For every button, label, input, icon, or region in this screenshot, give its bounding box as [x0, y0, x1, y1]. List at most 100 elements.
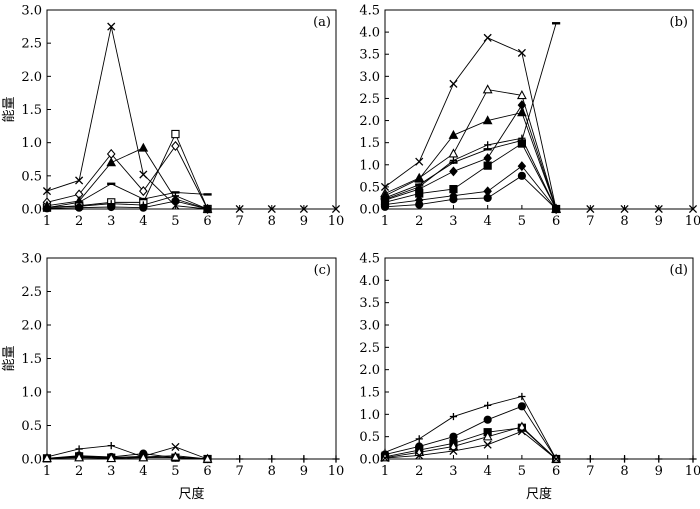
y-tick-label: 1.5 [21, 103, 42, 118]
x-tick-label: 1 [381, 214, 389, 229]
data-point [236, 455, 244, 463]
x-tick-label: 9 [300, 464, 308, 479]
series-line [46, 26, 336, 210]
data-point [516, 89, 527, 100]
data-point [483, 33, 492, 42]
x-tick-label: 1 [43, 464, 51, 479]
x-tick-label: 3 [107, 214, 115, 229]
series-4 [380, 421, 562, 463]
data-point [482, 84, 493, 94]
data-point [482, 115, 493, 125]
data-point [139, 170, 148, 179]
data-point [517, 161, 527, 172]
series-line [384, 165, 557, 210]
y-tick-label: 4.5 [359, 4, 380, 19]
panel-label: (c) [314, 263, 331, 278]
data-point [484, 141, 492, 149]
series-2 [42, 442, 212, 464]
data-point [42, 452, 52, 463]
data-point [107, 442, 115, 450]
series-line [384, 426, 557, 460]
data-point [267, 204, 276, 214]
x-tick-label: 10 [328, 214, 345, 229]
y-tick-label: 3.5 [359, 296, 380, 311]
series-line [384, 23, 557, 199]
x-tick-label: 4 [484, 214, 492, 229]
x-tick-label: 4 [139, 214, 147, 229]
y-axis-title: 能量 [2, 96, 17, 122]
series-line [384, 405, 557, 460]
data-point [483, 440, 492, 449]
y-tick-label: 4.0 [359, 274, 380, 289]
data-point [483, 153, 492, 164]
data-point [516, 421, 527, 431]
data-point [202, 453, 213, 463]
x-tick-label: 8 [620, 214, 628, 229]
series-line [384, 175, 557, 210]
x-tick-label: 9 [655, 464, 663, 479]
data-point [107, 202, 116, 212]
series-line [384, 427, 557, 460]
data-point [74, 452, 85, 462]
data-point [655, 455, 663, 463]
series-line [46, 132, 208, 210]
data-point [517, 139, 526, 148]
data-point [107, 22, 116, 31]
data-point [415, 183, 423, 191]
y-tick-label: 1.5 [359, 136, 380, 151]
series-line [384, 137, 557, 210]
y-tick-label: 0.5 [359, 430, 380, 445]
x-tick-label: 4 [139, 464, 147, 479]
x-tick-label: 8 [268, 464, 276, 479]
series-1 [381, 392, 697, 463]
data-point [448, 148, 459, 158]
data-point [449, 156, 458, 164]
data-point [517, 48, 526, 57]
data-point [138, 452, 149, 462]
data-point [300, 455, 308, 463]
y-tick-label: 2.5 [359, 341, 380, 356]
data-point [517, 100, 527, 111]
y-tick-label: 0.0 [359, 453, 380, 468]
series-2 [380, 22, 561, 200]
series-1 [42, 22, 341, 214]
series-line [46, 147, 208, 210]
x-tick-label: 2 [415, 214, 423, 229]
data-point [620, 455, 629, 463]
series-line [46, 445, 336, 460]
series-6 [381, 134, 560, 213]
series-line [46, 145, 208, 210]
data-point [415, 451, 424, 460]
y-tick-label: 1.5 [21, 352, 42, 367]
series-1 [380, 33, 698, 214]
data-point [42, 187, 52, 196]
series-line [384, 104, 557, 210]
x-tick-label: 7 [586, 464, 594, 479]
data-point [415, 435, 423, 443]
data-point [75, 445, 83, 453]
data-point [171, 129, 180, 139]
y-tick-label: 3.0 [359, 319, 380, 334]
y-tick-label: 2.5 [359, 92, 380, 107]
data-point [688, 204, 698, 214]
data-point [552, 454, 561, 464]
series-5 [42, 182, 212, 209]
data-point [483, 415, 492, 424]
panel-4: 1 2 3 4 5 6 7 8 9 10 0.0 0.5 1.0 1.5 2.0 2.5 3.0 3.5 4.0 4.… [359, 252, 700, 503]
y-tick-label: 1.0 [359, 408, 380, 423]
y-tick-label: 1.0 [21, 386, 42, 401]
x-tick-label: 7 [586, 214, 594, 229]
plot-frame [46, 257, 337, 460]
data-point [171, 140, 180, 152]
data-point [106, 452, 117, 463]
y-tick-label: 0.0 [21, 453, 42, 468]
series-line [46, 456, 208, 460]
data-point [415, 200, 424, 209]
data-point [414, 173, 425, 183]
x-tick-label: 2 [75, 464, 83, 479]
data-point [449, 432, 458, 441]
data-point [170, 451, 181, 461]
data-point [517, 427, 526, 436]
